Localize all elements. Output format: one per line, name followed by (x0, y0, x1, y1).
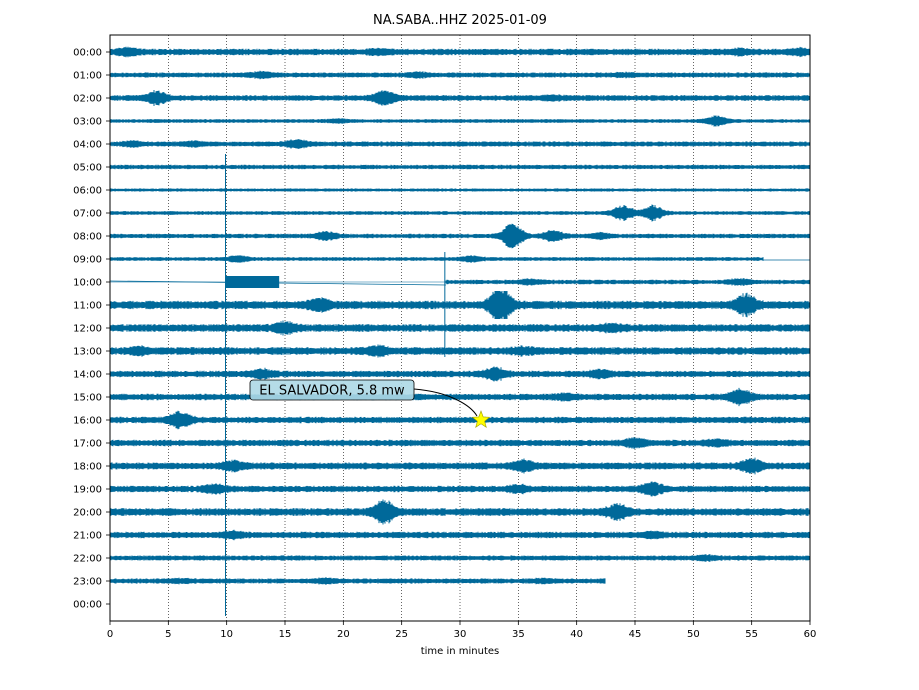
x-tick-label-25: 25 (395, 629, 408, 640)
trace-2100-21 (110, 529, 810, 541)
row-label-15: 15:00 (73, 393, 102, 404)
row-label-5: 05:00 (73, 163, 102, 174)
row-label-20: 20:00 (73, 508, 102, 519)
seismic-traces (110, 46, 810, 616)
x-tick-label-35: 35 (512, 629, 525, 640)
trace-1400-14 (110, 366, 810, 382)
trace-1900-19 (110, 481, 810, 497)
x-tick-label-50: 50 (687, 629, 700, 640)
row-label-12: 12:00 (73, 324, 102, 335)
annotation-label: EL SALVADOR, 5.8 mw (259, 384, 405, 399)
row-labels: 00:00 01:00 02:00 03:00 04:00 05:00 06:00 07:00… (73, 48, 110, 611)
row-label-18: 18:00 (73, 462, 102, 473)
trace-0300-3 (110, 115, 810, 127)
trace-0500-5 (110, 164, 810, 170)
x-axis-ticks: 0 5 10 15 20 25 30 35 40 45 50 55 60 (107, 621, 817, 640)
trace-1800-18 (110, 457, 810, 475)
x-tick-label-55: 55 (745, 629, 758, 640)
row-label-0: 00:00 (73, 48, 102, 59)
trace-0900-9 (110, 255, 764, 263)
trace-0200-2 (110, 90, 810, 106)
trace-2300-23 (110, 577, 606, 585)
annotation-box (249, 379, 415, 401)
trace-1600-16 (110, 410, 810, 430)
row-label-3: 03:00 (73, 117, 102, 128)
chart-title: NA.SABA..HHZ 2025-01-09 (373, 13, 547, 28)
row-label-19: 19:00 (73, 485, 102, 496)
row-label-9: 09:00 (73, 255, 102, 266)
row-label-22: 22:00 (73, 554, 102, 565)
row-label-13: 13:00 (73, 347, 102, 358)
trace-2000-20 (110, 499, 810, 525)
row-label-11: 11:00 (73, 301, 102, 312)
x-tick-label-40: 40 (570, 629, 583, 640)
event-star-marker (471, 410, 491, 428)
trace-10-block (225, 276, 280, 288)
x-tick-label-30: 30 (454, 629, 467, 640)
trace-0000-0 (110, 46, 810, 58)
row-label-17: 17:00 (73, 439, 102, 450)
row-label-2: 02:00 (73, 94, 102, 105)
row-label-24: 00:00 (73, 600, 102, 611)
row-label-16: 16:00 (73, 416, 102, 427)
trace-0800-8 (110, 223, 810, 249)
x-tick-label-20: 20 (337, 629, 350, 640)
trace-2200-22 (110, 554, 810, 562)
row-label-1: 01:00 (73, 71, 102, 82)
x-tick-label-45: 45 (629, 629, 642, 640)
x-tick-label-15: 15 (279, 629, 292, 640)
row-label-7: 07:00 (73, 209, 102, 220)
row-label-21: 21:00 (73, 531, 102, 542)
trace-0600-6 (110, 188, 810, 192)
row-label-14: 14:00 (73, 370, 102, 381)
row-label-4: 04:00 (73, 140, 102, 151)
x-tick-label-5: 5 (165, 629, 171, 640)
x-tick-label-0: 0 (107, 629, 113, 640)
trace-1300-13 (110, 344, 810, 358)
x-tick-label-60: 60 (804, 629, 817, 640)
x-tick-label-10: 10 (220, 629, 233, 640)
row-label-10: 10:00 (73, 278, 102, 289)
annotation-arrow (413, 388, 478, 417)
trace-0700-7 (110, 204, 810, 222)
trace-0100-1 (110, 70, 810, 80)
x-axis-label: time in minutes (421, 646, 500, 657)
trace-0400-4 (110, 139, 810, 149)
row-label-23: 23:00 (73, 577, 102, 588)
trace-1700-17 (110, 437, 810, 449)
trace-1200-12 (110, 320, 810, 336)
event-annotation: EL SALVADOR, 5.8 mw (249, 379, 491, 428)
row-label-6: 06:00 (73, 186, 102, 197)
trace-1100-11 (110, 291, 810, 319)
row-label-8: 08:00 (73, 232, 102, 243)
